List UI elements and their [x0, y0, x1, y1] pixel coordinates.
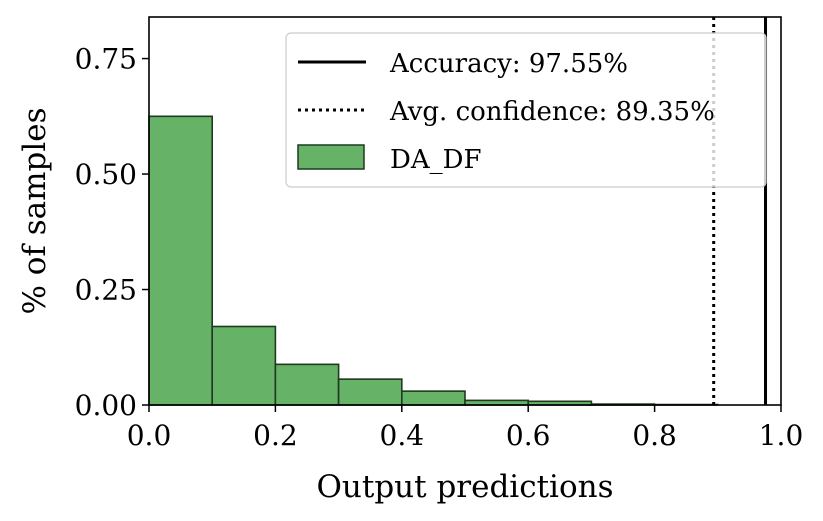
y-tick-label: 0.75 [75, 43, 137, 76]
plot-frame [148, 16, 782, 406]
histogram-bar [274, 363, 340, 406]
x-tick-label: 0.8 [632, 419, 677, 452]
histogram-bar [400, 390, 466, 406]
y-tick-label: 0.00 [75, 389, 137, 422]
bars-layer [148, 115, 719, 406]
y-axis-ticks: 0.00 0.25 0.50 0.75 [75, 43, 149, 422]
legend-series-swatch [297, 144, 365, 170]
histogram-bar [337, 378, 403, 406]
legend-confidence-label: Avg. confidence: 89.35% [389, 97, 715, 127]
histogram-bar [148, 115, 214, 406]
x-axis-ticks: 0.0 0.2 0.4 0.6 0.8 1.0 [127, 405, 804, 452]
legend: Accuracy: 97.55% Avg. confidence: 89.35%… [285, 32, 767, 188]
y-tick-label: 0.25 [75, 274, 137, 307]
x-tick-label: 0.4 [380, 419, 425, 452]
legend-box [285, 32, 767, 188]
x-axis-label: Output predictions [317, 469, 614, 505]
legend-series-label: DA_DF [390, 145, 482, 175]
x-tick-label: 1.0 [759, 419, 804, 452]
legend-accuracy-label: Accuracy: 97.55% [389, 49, 628, 79]
x-tick-label: 0.0 [127, 419, 172, 452]
x-tick-label: 0.2 [253, 419, 298, 452]
histogram-bar [211, 325, 277, 406]
y-axis-label: % of samples [17, 107, 53, 314]
y-tick-label: 0.50 [75, 158, 137, 191]
x-tick-label: 0.6 [506, 419, 551, 452]
